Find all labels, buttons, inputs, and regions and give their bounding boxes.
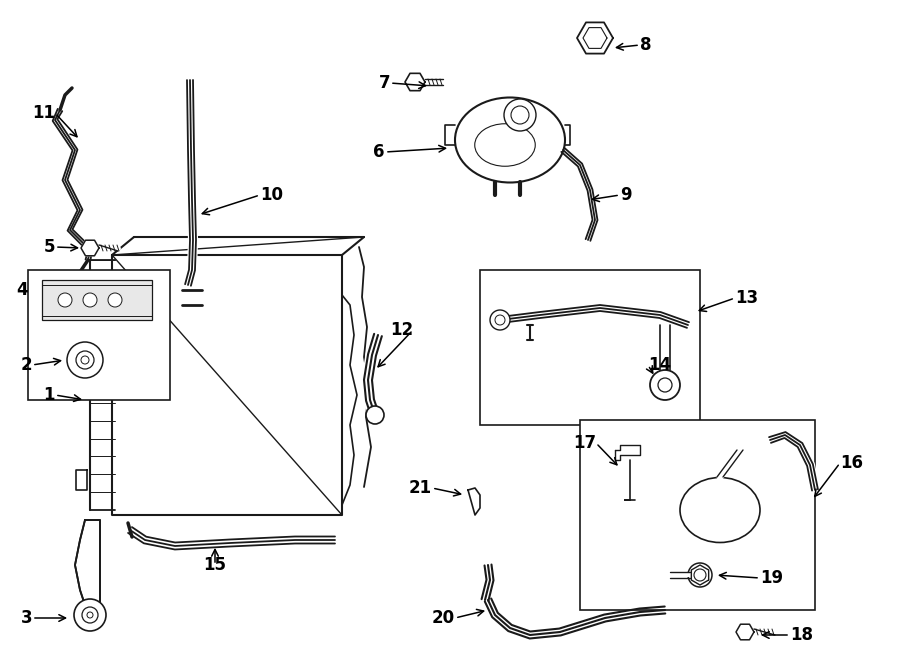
Circle shape (366, 406, 384, 424)
Circle shape (694, 569, 706, 581)
Circle shape (504, 99, 536, 131)
Text: 10: 10 (260, 186, 283, 204)
Text: 20: 20 (432, 609, 455, 627)
Text: 18: 18 (790, 626, 813, 644)
Circle shape (67, 342, 103, 378)
Polygon shape (691, 565, 708, 585)
Text: 9: 9 (620, 186, 632, 204)
Text: 13: 13 (735, 289, 758, 307)
Bar (42, 280, 152, 320)
Text: 15: 15 (203, 556, 227, 574)
Text: 17: 17 (573, 434, 596, 452)
Circle shape (82, 607, 98, 623)
Text: 16: 16 (840, 454, 863, 472)
Circle shape (76, 351, 94, 369)
Bar (28, 270, 170, 400)
Text: 8: 8 (640, 36, 652, 54)
Bar (480, 270, 700, 425)
Ellipse shape (475, 124, 536, 167)
Text: 12: 12 (390, 321, 413, 339)
Text: 7: 7 (378, 74, 390, 92)
Circle shape (108, 293, 122, 307)
Polygon shape (81, 240, 99, 256)
Bar (580, 420, 815, 610)
Polygon shape (736, 624, 754, 640)
Circle shape (58, 293, 72, 307)
Polygon shape (577, 22, 613, 54)
Circle shape (495, 315, 505, 325)
Circle shape (650, 370, 680, 400)
Circle shape (74, 599, 106, 631)
Text: 21: 21 (409, 479, 432, 497)
Text: 14: 14 (648, 356, 671, 374)
Text: 1: 1 (43, 386, 55, 404)
Text: 11: 11 (32, 104, 55, 122)
Text: 3: 3 (21, 609, 32, 627)
Circle shape (658, 378, 672, 392)
Polygon shape (615, 445, 640, 460)
Ellipse shape (455, 98, 565, 182)
Polygon shape (112, 255, 342, 515)
Circle shape (87, 612, 93, 618)
Circle shape (83, 293, 97, 307)
Ellipse shape (680, 477, 760, 543)
Polygon shape (405, 73, 425, 91)
Circle shape (688, 563, 712, 587)
Circle shape (81, 356, 89, 364)
Text: 4: 4 (16, 281, 28, 299)
Polygon shape (468, 488, 480, 515)
Text: 19: 19 (760, 569, 783, 587)
Text: 5: 5 (43, 238, 55, 256)
Text: 6: 6 (374, 143, 385, 161)
Text: 2: 2 (21, 356, 32, 374)
Polygon shape (75, 520, 100, 605)
Circle shape (490, 310, 510, 330)
Circle shape (511, 106, 529, 124)
